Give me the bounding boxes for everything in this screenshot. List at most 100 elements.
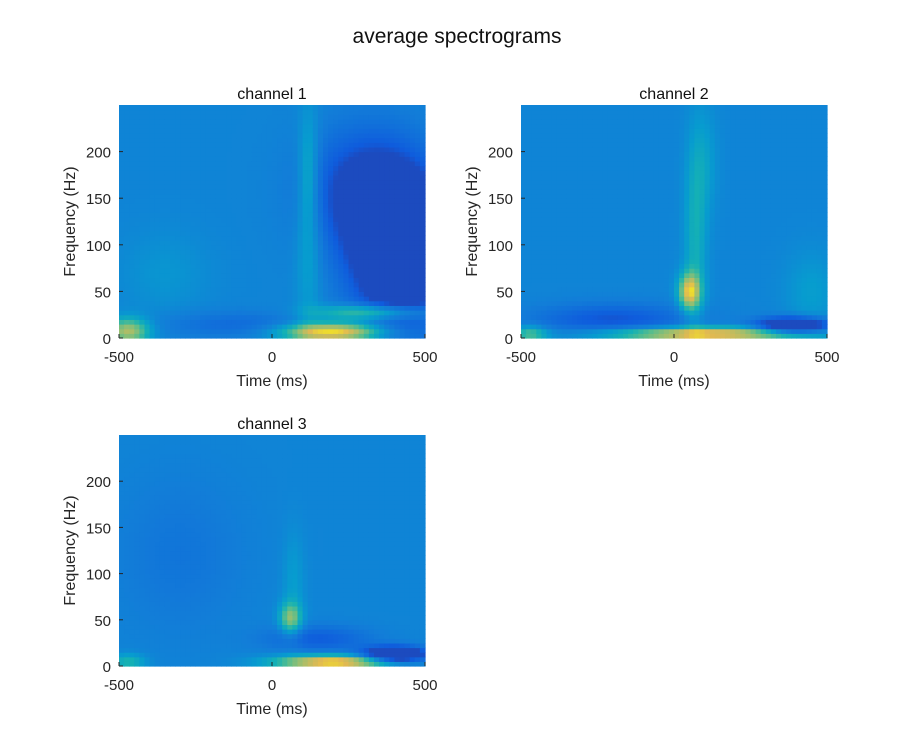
heatmap-cell xyxy=(236,207,242,213)
heatmap-cell xyxy=(404,328,411,334)
heatmap-cell xyxy=(261,249,268,255)
heatmap-cell xyxy=(628,314,634,320)
heatmap-cell xyxy=(694,160,701,167)
heatmap-cell xyxy=(684,221,690,227)
heatmap-cell xyxy=(190,258,197,265)
heatmap-cell xyxy=(694,170,701,176)
heatmap-cell xyxy=(607,296,614,302)
heatmap-cell xyxy=(323,193,329,199)
heatmap-cell xyxy=(343,146,350,153)
heatmap-cell xyxy=(266,118,273,125)
heatmap-cell xyxy=(414,282,421,288)
heatmap-cell xyxy=(348,235,355,241)
heatmap-cell xyxy=(602,314,609,320)
heatmap-cell xyxy=(633,319,639,325)
heatmap-cell xyxy=(684,328,690,334)
heatmap-cell xyxy=(643,123,650,129)
heatmap-cell xyxy=(607,333,614,339)
heatmap-cell xyxy=(628,328,634,334)
heatmap-cell xyxy=(200,235,207,241)
heatmap-cell xyxy=(602,324,609,330)
heatmap-cell xyxy=(307,151,314,157)
heatmap-cell xyxy=(694,282,701,288)
heatmap-cell xyxy=(607,128,614,134)
heatmap-cell xyxy=(699,249,706,255)
heatmap-cell xyxy=(643,300,650,306)
heatmap-cell xyxy=(572,277,578,283)
heatmap-cell xyxy=(353,300,360,306)
heatmap-cell xyxy=(159,132,166,139)
heatmap-cell xyxy=(119,170,125,176)
heatmap-cell xyxy=(394,156,401,162)
heatmap-cell xyxy=(180,174,186,181)
heatmap-cell xyxy=(292,123,299,129)
heatmap-cell xyxy=(612,160,619,167)
heatmap-cell xyxy=(638,160,644,167)
heatmap-cell xyxy=(653,254,660,260)
heatmap-cell xyxy=(404,282,411,288)
heatmap-cell xyxy=(282,277,288,283)
heatmap-cell xyxy=(536,128,542,134)
heatmap-cell xyxy=(617,142,624,148)
heatmap-cell xyxy=(679,142,685,148)
heatmap-cell xyxy=(175,109,181,115)
heatmap-cell xyxy=(633,114,639,120)
heatmap-cell xyxy=(287,249,293,255)
heatmap-cell xyxy=(541,151,548,157)
heatmap-cell xyxy=(302,146,309,153)
heatmap-cell xyxy=(714,156,721,162)
heatmap-cell xyxy=(154,151,161,157)
heatmap-cell xyxy=(679,156,685,162)
heatmap-cell xyxy=(368,268,375,274)
heatmap-cell xyxy=(541,198,548,204)
heatmap-cell xyxy=(394,286,401,292)
heatmap-cell xyxy=(251,249,258,255)
heatmap-cell xyxy=(419,268,426,274)
heatmap-cell xyxy=(719,333,726,339)
heatmap-cell xyxy=(246,128,253,134)
heatmap-cell xyxy=(185,310,191,316)
heatmap-cell xyxy=(164,105,171,111)
heatmap-cell xyxy=(694,188,701,195)
heatmap-cell xyxy=(368,216,375,223)
heatmap-cell xyxy=(215,282,222,288)
heatmap-cell xyxy=(119,249,125,255)
heatmap-cell xyxy=(394,132,401,139)
heatmap-cell xyxy=(556,184,563,190)
heatmap-cell xyxy=(312,333,319,339)
heatmap-cell xyxy=(679,105,685,111)
heatmap-cell xyxy=(521,254,527,260)
heatmap-cell xyxy=(124,324,130,330)
heatmap-cell xyxy=(312,137,319,143)
heatmap-cell xyxy=(175,165,181,171)
heatmap-cell xyxy=(333,319,339,325)
heatmap-cell xyxy=(663,179,670,185)
heatmap-cell xyxy=(297,240,304,246)
heatmap-cell xyxy=(633,240,639,246)
heatmap-cell xyxy=(149,333,156,339)
heatmap-cell xyxy=(175,324,181,330)
heatmap-cell xyxy=(129,254,135,260)
heatmap-cell xyxy=(215,305,222,311)
heatmap-cell xyxy=(159,305,166,311)
heatmap-cell xyxy=(561,240,568,246)
heatmap-cell xyxy=(124,305,130,311)
heatmap-cell xyxy=(195,277,202,283)
heatmap-cell xyxy=(419,114,426,120)
heatmap-cell xyxy=(154,314,161,320)
heatmap-cell xyxy=(302,333,309,339)
heatmap-cell xyxy=(679,188,685,195)
heatmap-cell xyxy=(577,151,583,157)
heatmap-cell xyxy=(226,240,232,246)
heatmap-cell xyxy=(272,179,278,185)
heatmap-cell xyxy=(592,333,599,339)
heatmap-cell xyxy=(714,240,721,246)
heatmap-cell xyxy=(607,184,614,190)
heatmap-cell xyxy=(714,268,721,274)
heatmap-cell xyxy=(190,324,197,330)
heatmap-cell xyxy=(582,109,588,115)
heatmap-cell xyxy=(689,202,695,209)
heatmap-cell xyxy=(556,193,563,199)
heatmap-cell xyxy=(323,198,329,204)
heatmap-cell xyxy=(246,179,253,185)
